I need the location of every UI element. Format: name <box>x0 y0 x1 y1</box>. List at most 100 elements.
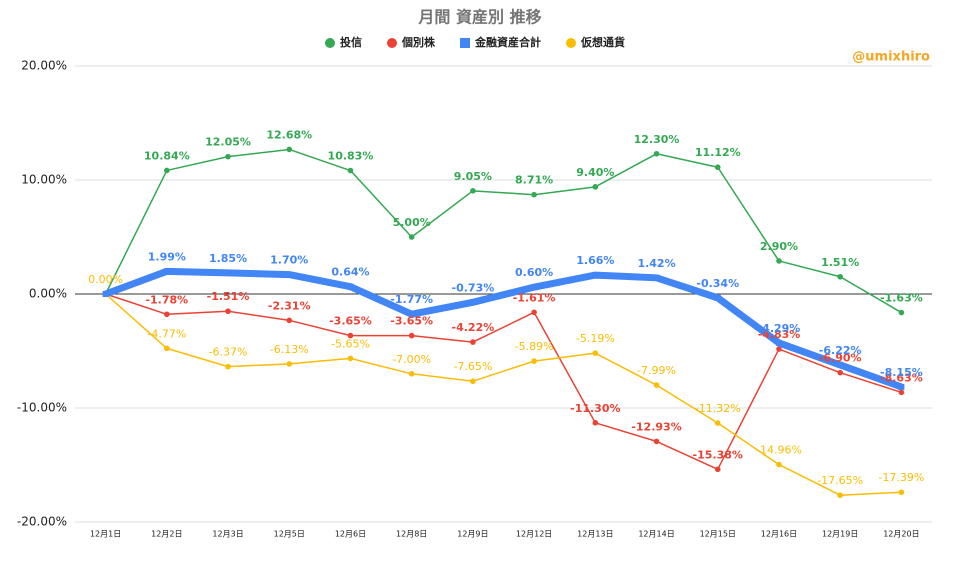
legend-label: 個別株 <box>401 35 436 49</box>
y-tick-label: -20.00% <box>17 515 67 529</box>
data-label: -1.63% <box>880 292 923 305</box>
point <box>776 346 782 352</box>
point <box>347 332 354 339</box>
y-tick-label: 20.00% <box>21 59 67 73</box>
x-tick-label: 12月16日 <box>761 530 797 539</box>
data-label: 11.12% <box>695 146 741 159</box>
data-label: -4.22% <box>452 321 495 334</box>
data-label: -1.51% <box>207 290 250 303</box>
legend-marker <box>566 38 576 48</box>
data-label: 12.05% <box>205 136 251 149</box>
data-label: 1.85% <box>209 252 247 265</box>
data-label: -4.77% <box>147 327 186 340</box>
data-label: -4.29% <box>758 322 801 335</box>
data-label: 2.90% <box>760 240 798 253</box>
legend-label: 投信 <box>340 35 362 49</box>
x-tick-label: 12月2日 <box>151 530 182 539</box>
data-label: -8.63% <box>880 371 923 384</box>
x-tick-label: 12月3日 <box>212 530 243 539</box>
point <box>408 311 415 318</box>
data-label: 1.70% <box>270 254 308 267</box>
x-tick-label: 12月5日 <box>274 530 305 539</box>
y-tick-label: 10.00% <box>21 173 67 187</box>
point <box>408 332 415 339</box>
data-label: 5.00% <box>393 216 431 229</box>
legend: 投信 個別株 金融資産合計 仮想通貨 <box>325 35 625 49</box>
point <box>898 383 905 390</box>
data-label: -11.30% <box>570 402 620 415</box>
point <box>225 308 231 315</box>
data-label: -7.00% <box>392 353 431 366</box>
point <box>714 466 721 473</box>
y-tick-label: -10.00% <box>17 401 67 415</box>
x-tick-label: 12月20日 <box>883 530 919 539</box>
data-label: -2.31% <box>268 299 311 312</box>
data-label: 10.84% <box>144 149 190 162</box>
point <box>714 294 721 301</box>
x-tick-label: 12月6日 <box>335 530 366 539</box>
data-label: -6.90% <box>819 352 862 365</box>
point <box>592 184 599 190</box>
point <box>225 269 232 276</box>
x-tick-label: 12月1日 <box>90 530 121 539</box>
point <box>898 309 905 316</box>
data-label: -8.15% <box>880 366 923 379</box>
point <box>225 153 231 160</box>
data-label: -15.38% <box>693 448 743 461</box>
point <box>531 191 537 198</box>
data-label: 10.83% <box>328 150 374 163</box>
data-label: -12.93% <box>631 420 681 433</box>
data-label: 1.99% <box>148 250 186 263</box>
legend-marker <box>460 38 470 48</box>
point <box>531 284 538 291</box>
point <box>714 164 721 171</box>
data-label: -1.78% <box>145 293 188 306</box>
x-tick-label: 12月12日 <box>516 530 552 539</box>
data-label: -3.65% <box>329 315 372 328</box>
data-label: -14.96% <box>756 444 802 457</box>
x-tick-label: 12月19日 <box>822 530 858 539</box>
data-label: -1.77% <box>390 293 433 306</box>
legend-label: 仮想通貨 <box>580 35 625 49</box>
point <box>653 382 660 388</box>
series-line <box>105 293 902 496</box>
legend-label: 金融資産合計 <box>474 35 541 49</box>
point <box>653 438 660 445</box>
data-label: -17.65% <box>817 474 863 487</box>
point <box>531 309 537 316</box>
point <box>286 146 293 153</box>
data-label: -5.19% <box>576 332 615 345</box>
data-label: 12.30% <box>634 133 680 146</box>
point <box>531 358 537 364</box>
point <box>286 361 293 367</box>
point <box>898 389 905 396</box>
series-line <box>104 148 902 314</box>
point <box>347 283 354 290</box>
point <box>592 350 599 356</box>
data-label: 0.00% <box>88 273 123 286</box>
point <box>469 299 476 306</box>
data-label: 0.64% <box>331 266 369 279</box>
point <box>592 420 599 426</box>
point <box>837 273 843 280</box>
point <box>470 378 476 385</box>
data-label: 9.40% <box>576 166 614 179</box>
x-tick-label: 12月15日 <box>700 530 736 539</box>
x-tick-label: 12月8日 <box>396 530 427 539</box>
data-label: -1.61% <box>513 291 556 304</box>
point <box>408 371 415 377</box>
data-label: -6.22% <box>819 344 862 357</box>
point <box>164 167 170 174</box>
data-label: -0.34% <box>696 277 739 290</box>
data-label: -3.65% <box>390 315 433 328</box>
point <box>470 188 476 194</box>
point <box>286 317 293 324</box>
data-label: -7.99% <box>637 364 676 377</box>
data-label: 1.66% <box>576 254 614 267</box>
point <box>653 150 660 157</box>
point <box>225 363 231 370</box>
watermark: @umixhiro <box>852 50 930 65</box>
point <box>102 291 109 297</box>
data-label: 9.05% <box>454 170 492 183</box>
